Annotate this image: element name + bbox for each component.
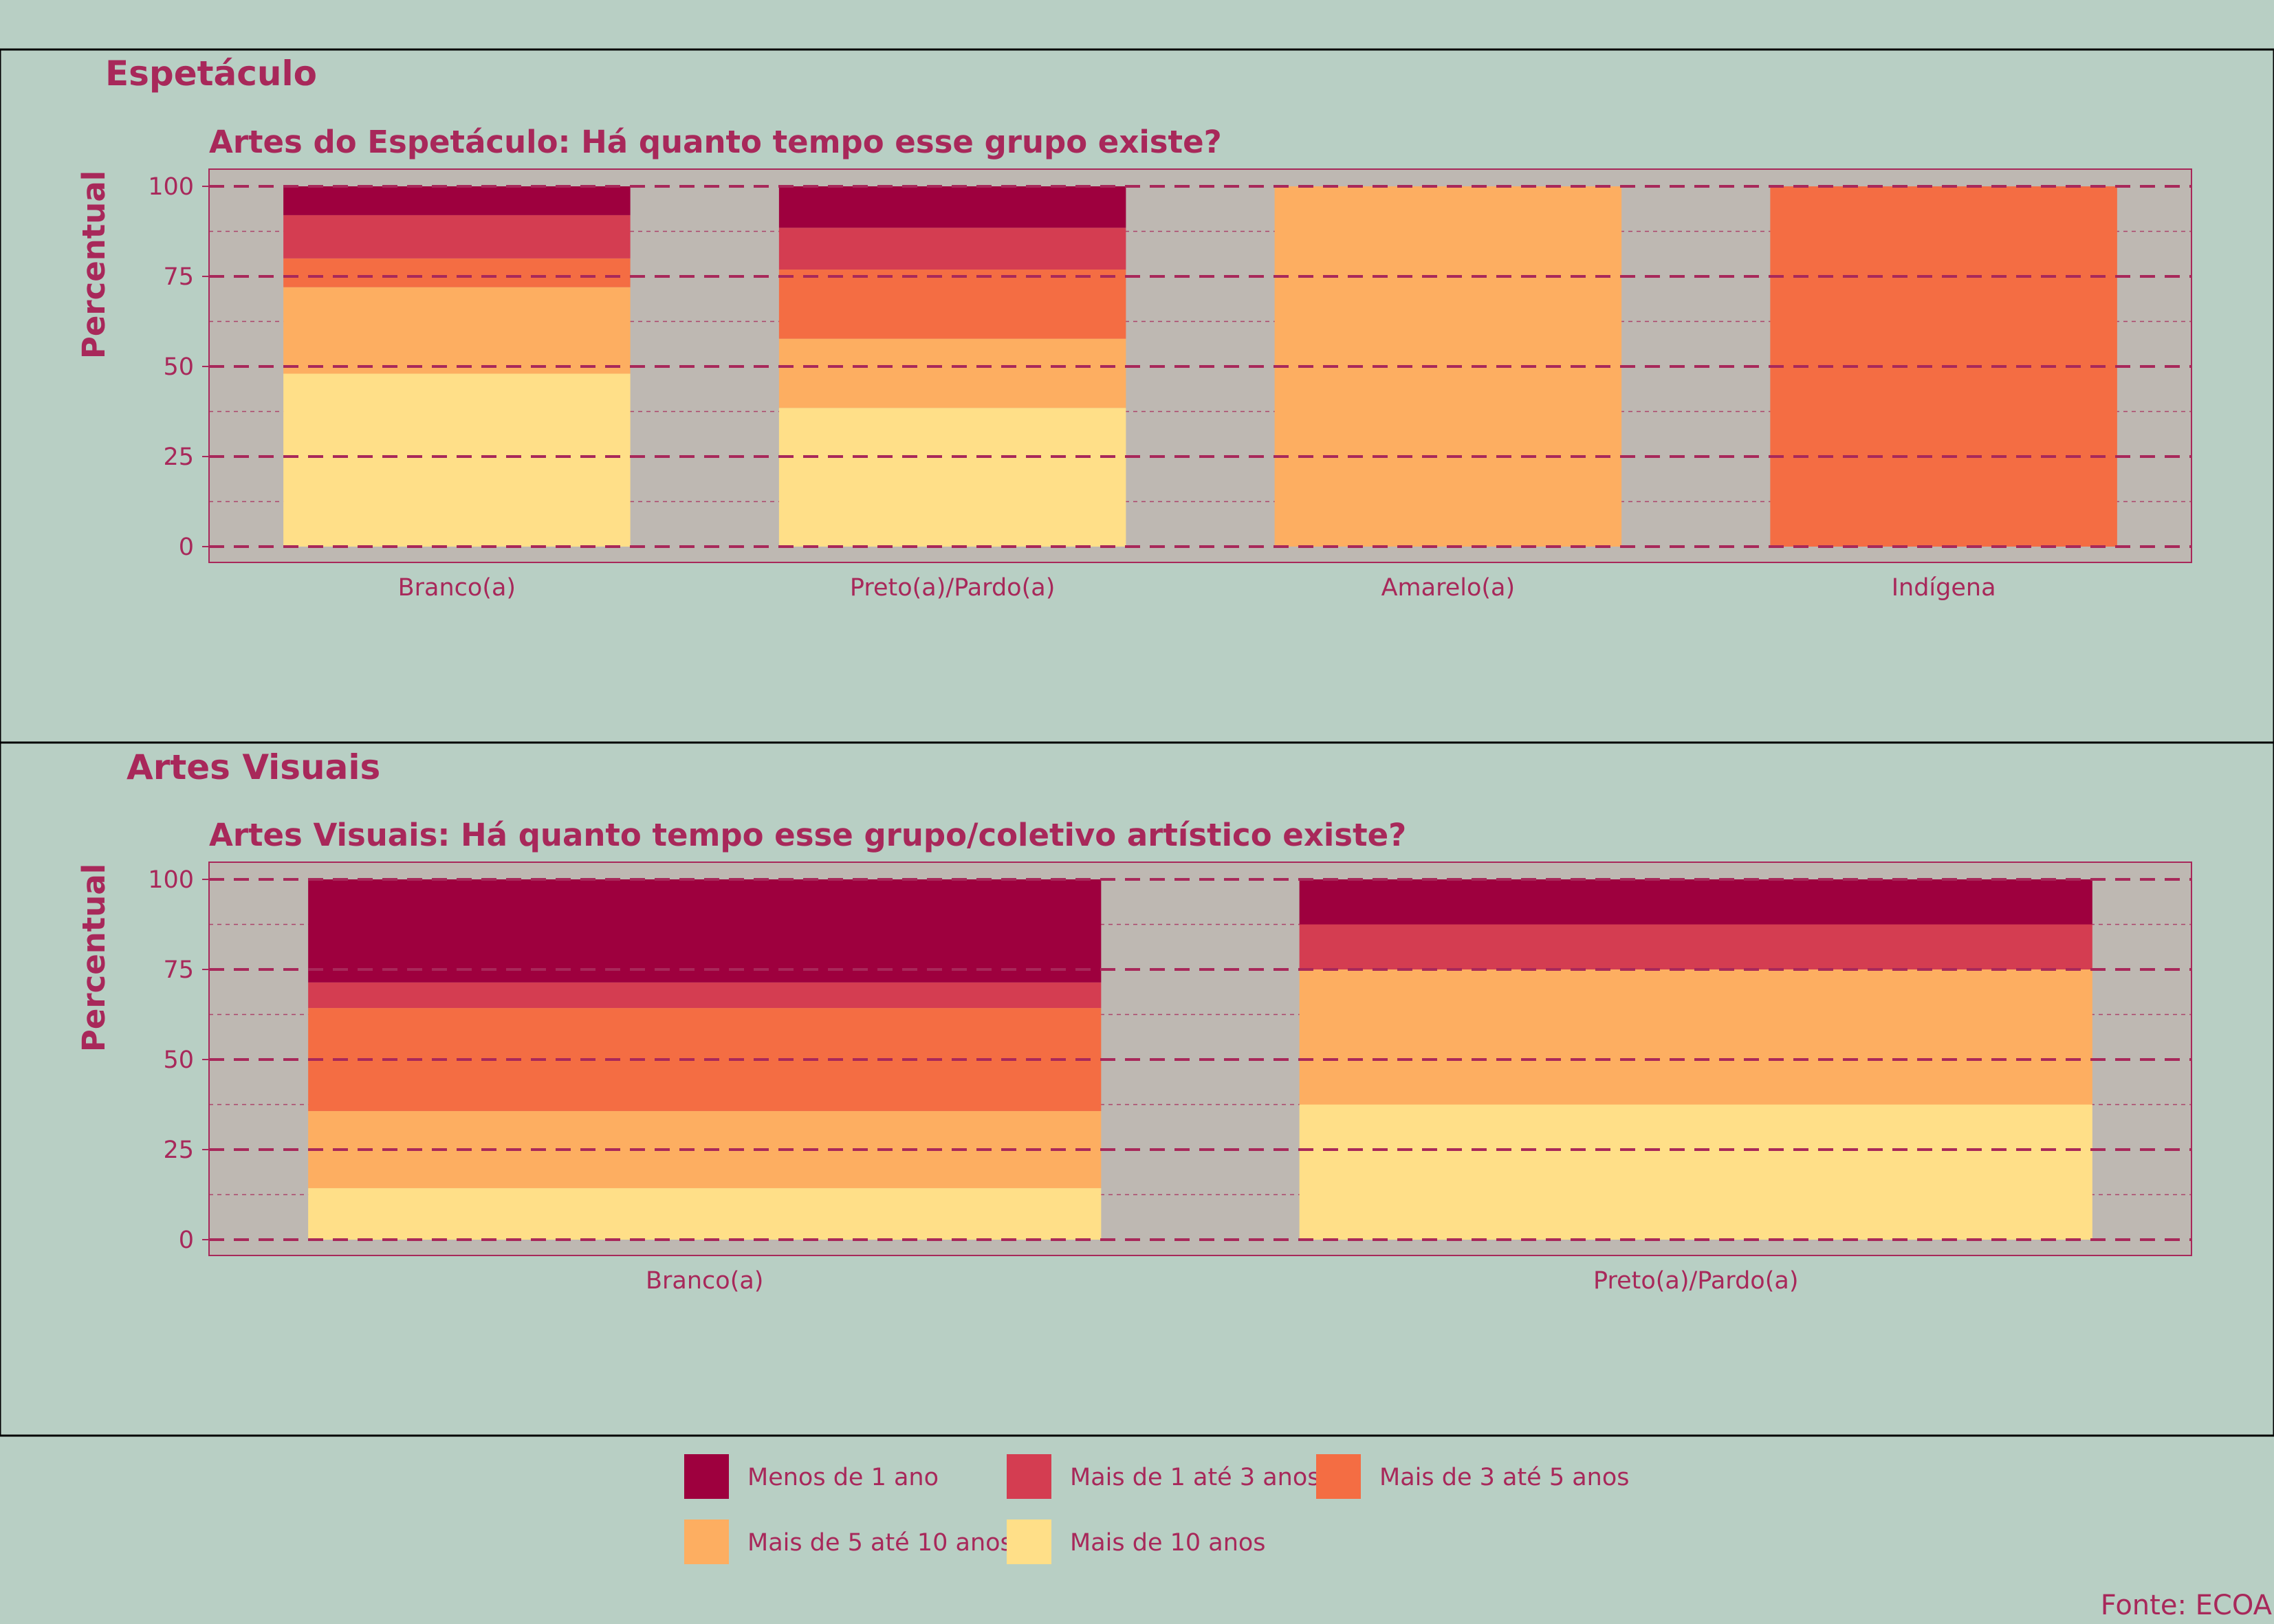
y-tick-label: 75 [163, 263, 194, 291]
panel-artes-visuais: Artes Visuais Artes Visuais: Há quanto t… [0, 741, 2274, 1437]
legend-item: Mais de 10 anos [1007, 1519, 1266, 1564]
bar-segment [778, 228, 1126, 270]
bar-segment [283, 373, 631, 547]
y-tick-label: 25 [163, 1137, 194, 1164]
bar-segment [1299, 1104, 2092, 1240]
legend-label: Menos de 1 ano [747, 1464, 939, 1491]
panel-title: Artes Visuais [127, 747, 380, 787]
bars [308, 879, 2092, 1240]
legend-item: Mais de 3 até 5 anos [1316, 1454, 1630, 1499]
x-tick-label: Amarelo(a) [1381, 574, 1516, 602]
bar-segment [778, 186, 1126, 228]
legend-swatch [684, 1519, 729, 1564]
legend-label: Mais de 10 anos [1070, 1529, 1266, 1557]
legend-swatch [1007, 1519, 1051, 1564]
bar-segment [308, 982, 1102, 1009]
bar-segment [778, 270, 1126, 339]
legend-swatch [684, 1454, 729, 1499]
legend-item: Mais de 1 até 3 anos [1007, 1454, 1320, 1499]
panel-espetaculo: Espetáculo Artes do Espetáculo: Há quant… [0, 48, 2274, 744]
bar-segment [283, 186, 631, 215]
y-tick-label: 100 [148, 866, 194, 894]
bar-segment [283, 287, 631, 374]
y-tick-label: 0 [179, 1227, 194, 1254]
legend-label: Mais de 5 até 10 anos [747, 1529, 1013, 1557]
panel-title: Espetáculo [105, 54, 317, 94]
y-tick-label: 50 [163, 1046, 194, 1074]
x-tick-label: Indígena [1892, 574, 1996, 602]
bar-segment [308, 879, 1102, 983]
legend-label: Mais de 1 até 3 anos [1070, 1464, 1320, 1491]
legend-item: Mais de 5 até 10 anos [684, 1519, 1013, 1564]
chart-title: Artes do Espetáculo: Há quanto tempo ess… [209, 124, 1222, 160]
plot-area: Branco(a) Preto(a)/Pardo(a) Amarelo(a) Indí… [148, 168, 2192, 602]
y-axis-label: Percentual [76, 171, 112, 359]
y-tick-label: 100 [148, 173, 194, 201]
bar-segment [778, 338, 1126, 408]
source-note: Fonte: ECOA [2101, 1590, 2273, 1621]
y-tick-label: 75 [163, 956, 194, 984]
bar-segment [1299, 924, 2092, 969]
plot-area: Branco(a) Preto(a)/Pardo(a) 0 25 50 75 100 [148, 862, 2192, 1295]
x-tick-label: Branco(a) [646, 1267, 763, 1295]
chart-title: Artes Visuais: Há quanto tempo esse grup… [209, 817, 1406, 853]
y-tick-label: 25 [163, 443, 194, 471]
legend-swatch [1007, 1454, 1051, 1499]
legend-swatch [1316, 1454, 1361, 1499]
y-tick-label: 50 [163, 353, 194, 381]
bar-segment [283, 258, 631, 287]
bars [283, 186, 2117, 547]
bar-segment [1299, 879, 2092, 925]
bar-segment [1299, 969, 2092, 1105]
y-tick-label: 0 [179, 534, 194, 561]
legend-label: Mais de 3 até 5 anos [1379, 1464, 1630, 1491]
x-tick-label: Branco(a) [398, 574, 516, 602]
bar-segment [283, 215, 631, 259]
bar-segment [308, 1188, 1102, 1240]
bar-segment [778, 408, 1126, 547]
legend: Menos de 1 ano Mais de 1 até 3 anos Mais d… [684, 1454, 1630, 1564]
x-tick-label: Preto(a)/Pardo(a) [850, 574, 1055, 602]
legend-item: Menos de 1 ano [684, 1454, 939, 1499]
y-axis-label: Percentual [76, 864, 112, 1052]
x-tick-label: Preto(a)/Pardo(a) [1593, 1267, 1798, 1295]
panel-border [0, 741, 2274, 1437]
